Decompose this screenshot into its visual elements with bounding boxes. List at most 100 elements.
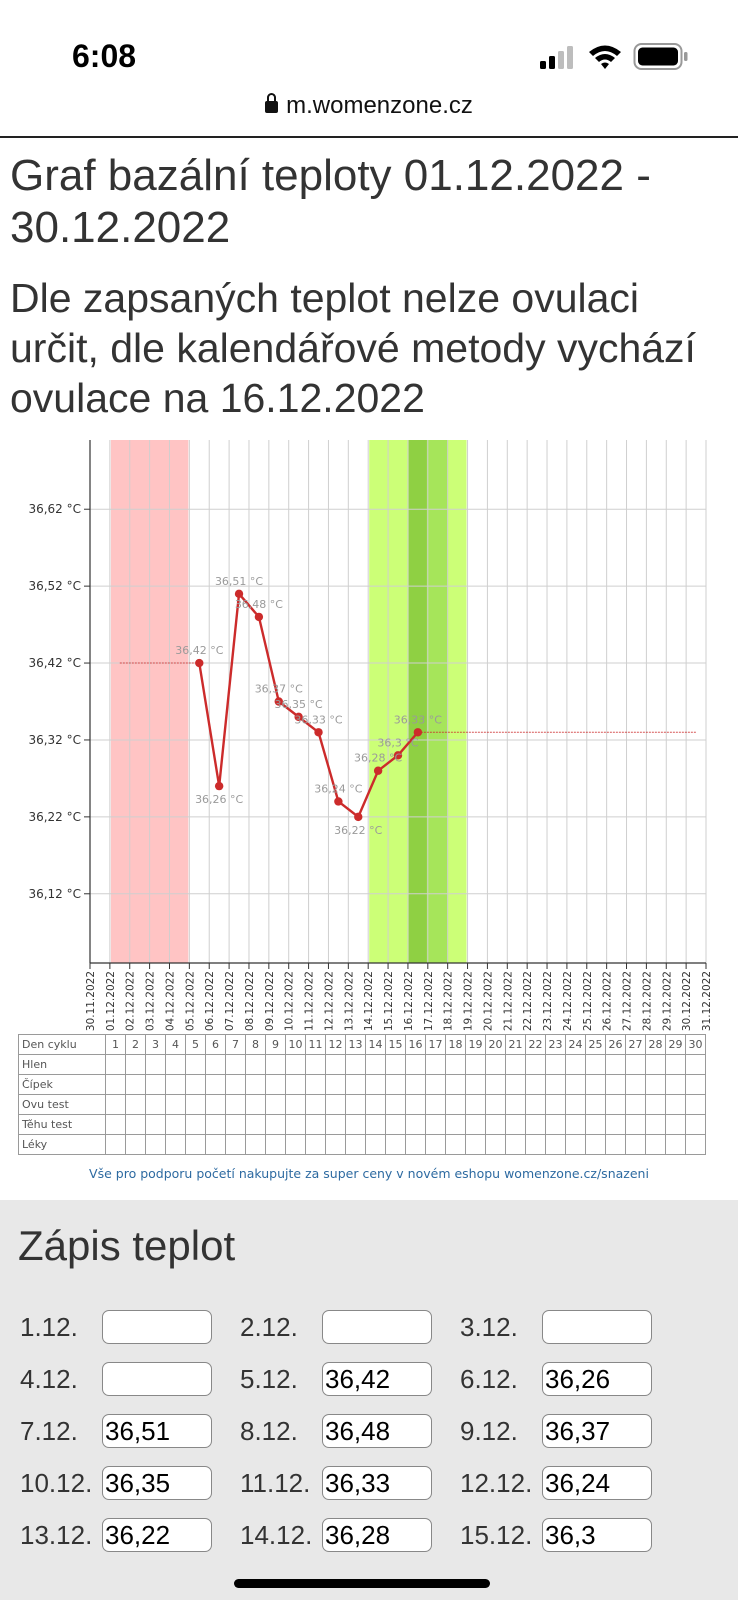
cycle-cell[interactable] [385, 1094, 406, 1115]
cycle-cell[interactable] [565, 1074, 586, 1095]
cycle-cell[interactable] [165, 1114, 186, 1135]
cycle-cell[interactable] [645, 1094, 666, 1115]
cycle-cell[interactable] [545, 1114, 566, 1135]
cycle-cell[interactable] [425, 1134, 446, 1155]
cycle-cell[interactable] [625, 1114, 646, 1135]
cycle-cell[interactable] [405, 1054, 426, 1075]
cycle-cell[interactable] [105, 1054, 126, 1075]
cycle-cell[interactable] [665, 1094, 686, 1115]
cycle-cell[interactable] [685, 1054, 706, 1075]
cycle-cell[interactable] [585, 1054, 606, 1075]
cycle-cell[interactable] [445, 1074, 466, 1095]
temperature-input[interactable] [322, 1414, 432, 1448]
address-bar[interactable]: m.womenzone.cz [0, 92, 738, 138]
cycle-cell[interactable] [565, 1094, 586, 1115]
cycle-cell[interactable] [485, 1094, 506, 1115]
cycle-cell[interactable] [665, 1114, 686, 1135]
temperature-input[interactable] [102, 1414, 212, 1448]
cycle-cell[interactable] [485, 1114, 506, 1135]
cycle-cell[interactable] [645, 1134, 666, 1155]
cycle-cell[interactable] [165, 1074, 186, 1095]
cycle-cell[interactable] [445, 1094, 466, 1115]
temperature-input[interactable] [542, 1362, 652, 1396]
temperature-input[interactable] [102, 1518, 212, 1552]
temperature-input[interactable] [322, 1362, 432, 1396]
cycle-cell[interactable] [165, 1134, 186, 1155]
cycle-cell[interactable] [145, 1054, 166, 1075]
cycle-cell[interactable] [365, 1074, 386, 1095]
cycle-cell[interactable] [225, 1134, 246, 1155]
cycle-cell[interactable] [625, 1054, 646, 1075]
cycle-cell[interactable] [685, 1094, 706, 1115]
cycle-cell[interactable] [485, 1134, 506, 1155]
temperature-input[interactable] [102, 1362, 212, 1396]
cycle-cell[interactable] [245, 1094, 266, 1115]
cycle-cell[interactable] [345, 1054, 366, 1075]
cycle-cell[interactable] [345, 1134, 366, 1155]
cycle-cell[interactable] [585, 1134, 606, 1155]
cycle-cell[interactable] [385, 1134, 406, 1155]
cycle-cell[interactable] [445, 1134, 466, 1155]
cycle-cell[interactable] [145, 1074, 166, 1095]
cycle-cell[interactable] [385, 1074, 406, 1095]
cycle-cell[interactable] [485, 1054, 506, 1075]
cycle-cell[interactable] [165, 1094, 186, 1115]
cycle-cell[interactable] [285, 1054, 306, 1075]
cycle-cell[interactable] [325, 1134, 346, 1155]
cycle-cell[interactable] [365, 1114, 386, 1135]
cycle-cell[interactable] [405, 1114, 426, 1135]
cycle-cell[interactable] [525, 1114, 546, 1135]
cycle-cell[interactable] [545, 1054, 566, 1075]
cycle-cell[interactable] [465, 1054, 486, 1075]
cycle-cell[interactable] [505, 1134, 526, 1155]
cycle-cell[interactable] [305, 1094, 326, 1115]
cycle-cell[interactable] [345, 1114, 366, 1135]
cycle-cell[interactable] [205, 1094, 226, 1115]
cycle-cell[interactable] [325, 1114, 346, 1135]
cycle-cell[interactable] [605, 1094, 626, 1115]
cycle-cell[interactable] [145, 1114, 166, 1135]
cycle-cell[interactable] [105, 1094, 126, 1115]
cycle-cell[interactable] [205, 1114, 226, 1135]
cycle-cell[interactable] [645, 1074, 666, 1095]
cycle-cell[interactable] [285, 1074, 306, 1095]
cycle-cell[interactable] [605, 1074, 626, 1095]
cycle-cell[interactable] [245, 1114, 266, 1135]
cycle-cell[interactable] [425, 1054, 446, 1075]
cycle-cell[interactable] [125, 1074, 146, 1095]
cycle-cell[interactable] [425, 1114, 446, 1135]
cycle-cell[interactable] [445, 1114, 466, 1135]
cycle-cell[interactable] [545, 1134, 566, 1155]
cycle-cell[interactable] [505, 1094, 526, 1115]
cycle-cell[interactable] [225, 1074, 246, 1095]
cycle-cell[interactable] [465, 1134, 486, 1155]
cycle-cell[interactable] [265, 1134, 286, 1155]
cycle-cell[interactable] [185, 1074, 206, 1095]
cycle-cell[interactable] [265, 1074, 286, 1095]
temperature-input[interactable] [542, 1310, 652, 1344]
cycle-cell[interactable] [125, 1054, 146, 1075]
cycle-cell[interactable] [105, 1134, 126, 1155]
temperature-input[interactable] [542, 1414, 652, 1448]
cycle-cell[interactable] [305, 1114, 326, 1135]
cycle-cell[interactable] [265, 1054, 286, 1075]
cycle-cell[interactable] [365, 1054, 386, 1075]
cycle-cell[interactable] [185, 1054, 206, 1075]
cycle-cell[interactable] [125, 1134, 146, 1155]
cycle-cell[interactable] [405, 1134, 426, 1155]
cycle-cell[interactable] [285, 1134, 306, 1155]
cycle-cell[interactable] [365, 1134, 386, 1155]
cycle-cell[interactable] [405, 1094, 426, 1115]
cycle-cell[interactable] [325, 1074, 346, 1095]
cycle-cell[interactable] [185, 1114, 206, 1135]
temperature-input[interactable] [322, 1466, 432, 1500]
cycle-cell[interactable] [585, 1094, 606, 1115]
cycle-cell[interactable] [365, 1094, 386, 1115]
cycle-cell[interactable] [665, 1054, 686, 1075]
cycle-cell[interactable] [305, 1134, 326, 1155]
cycle-cell[interactable] [285, 1094, 306, 1115]
cycle-cell[interactable] [205, 1074, 226, 1095]
temperature-input[interactable] [102, 1466, 212, 1500]
cycle-cell[interactable] [145, 1094, 166, 1115]
cycle-cell[interactable] [465, 1114, 486, 1135]
